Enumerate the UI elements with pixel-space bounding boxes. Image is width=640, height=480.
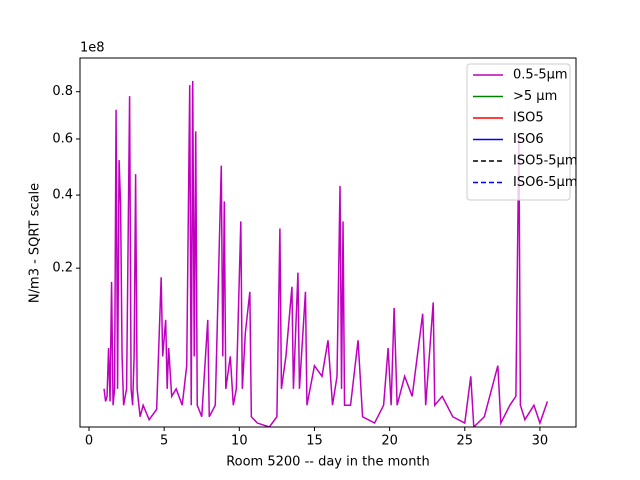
data-line (103, 80, 549, 427)
plot-lines (103, 80, 549, 427)
legend-label: ISO5-5µm (513, 154, 578, 169)
legend-box (466, 63, 571, 201)
x-tick-label: 15 (306, 434, 323, 449)
y-tick-label: 0.6 (52, 131, 73, 146)
y-axis-label: N/m3 - SQRT scale (28, 183, 43, 303)
y-tick-label: 0.8 (52, 84, 73, 99)
y-offset-label: 1e8 (80, 41, 105, 56)
legend-label: ISO5 (513, 111, 544, 126)
x-tick-label: 0 (85, 434, 93, 449)
x-tick-label: 10 (231, 434, 248, 449)
x-tick-label: 30 (532, 434, 549, 449)
y-tick-label: 0.4 (52, 188, 73, 203)
legend-label: ISO6 (513, 132, 544, 147)
x-tick-label: 20 (381, 434, 398, 449)
legend-label: ISO6-5µm (513, 175, 578, 190)
x-tick-label: 5 (160, 434, 168, 449)
axes-frame (79, 57, 577, 428)
y-tick-label: 0.2 (52, 261, 73, 276)
legend-label: 0.5-5µm (513, 68, 568, 83)
legend-label: >5 µm (513, 89, 557, 104)
x-tick-label: 25 (457, 434, 474, 449)
x-axis-label: Room 5200 -- day in the month (226, 455, 430, 470)
